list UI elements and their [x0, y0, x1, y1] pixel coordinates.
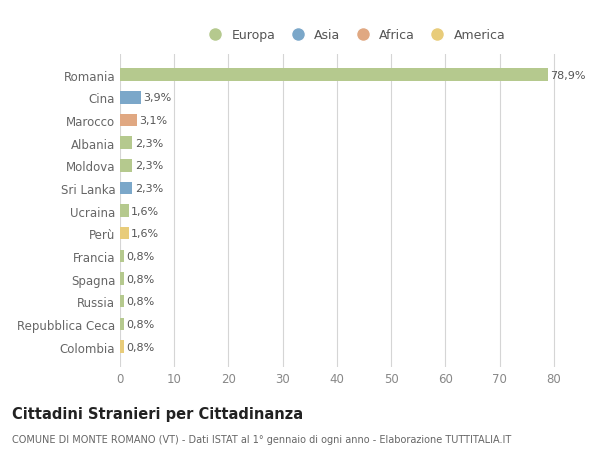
- Text: Cittadini Stranieri per Cittadinanza: Cittadini Stranieri per Cittadinanza: [12, 406, 303, 421]
- Text: 0,8%: 0,8%: [127, 319, 155, 329]
- Bar: [120, 137, 133, 150]
- Text: 1,6%: 1,6%: [131, 206, 159, 216]
- Bar: [120, 250, 124, 263]
- Bar: [120, 182, 133, 195]
- Text: 78,9%: 78,9%: [550, 71, 586, 80]
- Text: 2,3%: 2,3%: [134, 138, 163, 148]
- Bar: [120, 69, 548, 82]
- Bar: [120, 295, 124, 308]
- Bar: [120, 273, 124, 285]
- Text: 0,8%: 0,8%: [127, 274, 155, 284]
- Bar: [120, 228, 128, 240]
- Text: 0,8%: 0,8%: [127, 297, 155, 307]
- Text: 0,8%: 0,8%: [127, 252, 155, 261]
- Legend: Europa, Asia, Africa, America: Europa, Asia, Africa, America: [197, 24, 511, 47]
- Bar: [120, 160, 133, 172]
- Text: COMUNE DI MONTE ROMANO (VT) - Dati ISTAT al 1° gennaio di ogni anno - Elaborazio: COMUNE DI MONTE ROMANO (VT) - Dati ISTAT…: [12, 434, 511, 444]
- Bar: [120, 92, 141, 104]
- Text: 3,9%: 3,9%: [143, 93, 172, 103]
- Text: 3,1%: 3,1%: [139, 116, 167, 126]
- Text: 2,3%: 2,3%: [134, 184, 163, 194]
- Text: 0,8%: 0,8%: [127, 342, 155, 352]
- Bar: [120, 341, 124, 353]
- Text: 1,6%: 1,6%: [131, 229, 159, 239]
- Bar: [120, 318, 124, 330]
- Bar: [120, 205, 128, 218]
- Text: 2,3%: 2,3%: [134, 161, 163, 171]
- Bar: [120, 114, 137, 127]
